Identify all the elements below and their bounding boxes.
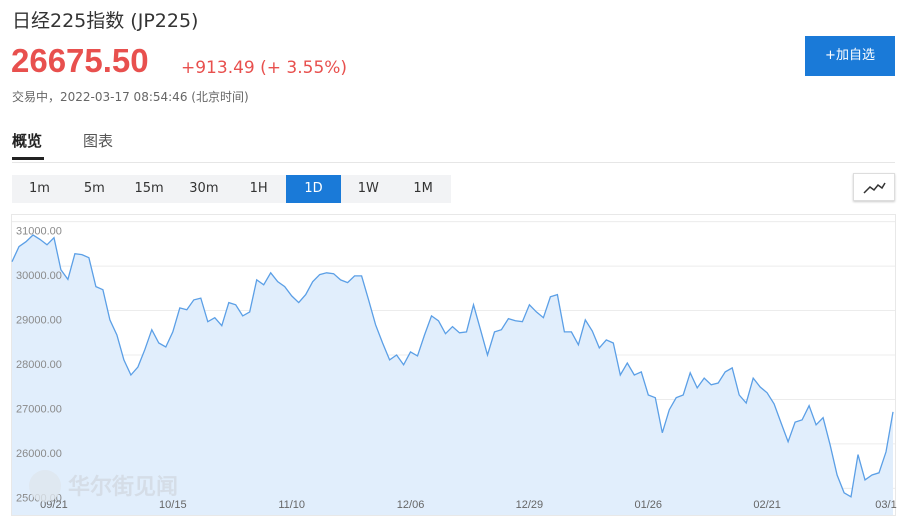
- add-button[interactable]: +加自选: [805, 36, 895, 76]
- x-tick-label: 03/1: [875, 499, 896, 511]
- x-tick-label: 10/15: [159, 499, 187, 511]
- interval-button[interactable]: 1H: [231, 175, 287, 203]
- plot-frame: [11, 214, 896, 516]
- watermark-logo: [29, 470, 61, 502]
- y-tick-label: 28000.00: [16, 359, 62, 371]
- interval-button[interactable]: 1W: [340, 175, 396, 203]
- tab[interactable]: 图表: [83, 132, 114, 150]
- y-tick-label: 29000.00: [16, 315, 62, 327]
- watermark: 华尔街见闻: [68, 474, 178, 500]
- interval-button[interactable]: 15m: [121, 175, 177, 203]
- interval-button[interactable]: 1M: [395, 175, 451, 203]
- line: [11, 234, 894, 498]
- x-tick-label: 12/06: [397, 499, 425, 511]
- y-tick-label: 27000.00: [16, 403, 62, 415]
- chart-style-button[interactable]: [853, 173, 895, 201]
- price: 26675.50: [11, 42, 149, 79]
- x-tick-label: 02/21: [753, 499, 781, 511]
- interval-button[interactable]: 5m: [66, 175, 122, 203]
- title: 日经225指数 (JP225): [12, 10, 199, 32]
- tab[interactable]: 概览: [12, 132, 43, 150]
- tab-underline: [12, 157, 44, 160]
- interval-button[interactable]: 1m: [12, 175, 67, 203]
- y-tick-label: 31000.00: [16, 226, 62, 238]
- x-tick-label: 01/26: [635, 499, 663, 511]
- y-tick-label: 30000.00: [16, 270, 62, 282]
- area: [12, 235, 893, 515]
- x-tick-label: 11/10: [278, 499, 305, 511]
- divider: [12, 162, 895, 163]
- x-tick-label: 09/21: [40, 499, 68, 511]
- status: 交易中，2022-03-17 08:54:46 (北京时间): [12, 90, 249, 104]
- change: +913.49 (+ 3.55%): [181, 58, 348, 78]
- interval-button[interactable]: 1D: [286, 175, 341, 203]
- interval-button[interactable]: 30m: [176, 175, 232, 203]
- icon: [863, 182, 886, 194]
- y-tick-label: 26000.00: [16, 448, 62, 460]
- x-tick-label: 12/29: [516, 499, 544, 511]
